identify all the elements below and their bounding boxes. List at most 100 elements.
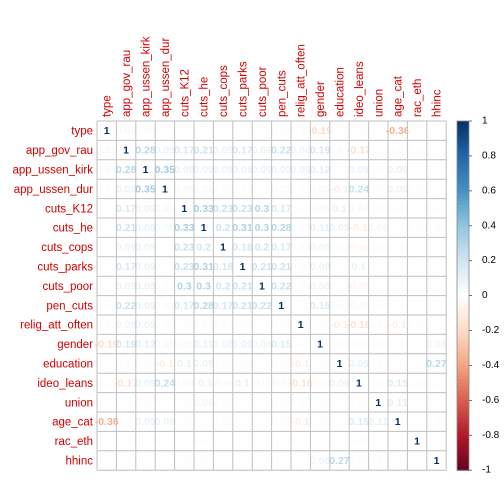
- cell-value: 0.02: [135, 397, 156, 409]
- cell-value: 0.02: [368, 203, 389, 215]
- cell-value: 0.09: [271, 164, 292, 176]
- cell-value: 0.03: [329, 145, 350, 157]
- cell-value: 0.02: [213, 416, 234, 428]
- row-label: education: [43, 359, 93, 371]
- cell-value: 1: [337, 358, 343, 370]
- cell-value: 0.17: [271, 242, 292, 254]
- colorbar-segment: [457, 320, 469, 325]
- colorbar-segment: [457, 365, 469, 370]
- colorbar-segment: [457, 190, 469, 195]
- column-label: rac_eth: [412, 79, 424, 117]
- colorbar-segment: [457, 138, 469, 143]
- colorbar-segment: [457, 281, 469, 286]
- cell-value: 0.09: [135, 261, 156, 273]
- colorbar-segment: [457, 316, 469, 321]
- cell-value: -0.1: [292, 416, 310, 428]
- colorbar-segment: [457, 152, 469, 157]
- cell-value: 0.05: [155, 203, 176, 215]
- cell-value: 0.01: [407, 261, 428, 273]
- cell-value: 0.01: [252, 125, 273, 137]
- cell-value: 0.21: [193, 145, 214, 157]
- colorbar-tick-label: -0.4: [482, 360, 500, 371]
- cell-value: 0.02: [349, 397, 370, 409]
- cell-value: 0.02: [387, 339, 408, 351]
- cell-value: 0.05: [193, 183, 214, 195]
- cell-value: 0.33: [174, 222, 195, 234]
- cell-value: 0.02: [329, 261, 350, 273]
- cell-value: -0.01: [366, 125, 390, 137]
- cell-value: 0.15: [310, 300, 331, 312]
- cell-value: 0.09: [116, 280, 137, 292]
- cell-value: 0.09: [329, 222, 350, 234]
- colorbar-segment: [457, 169, 469, 174]
- colorbar-segment: [457, 431, 469, 436]
- colorbar-segment: [457, 466, 469, 471]
- cell-value: 0.17: [116, 203, 137, 215]
- row-label: ideo_leans: [37, 378, 93, 390]
- cell-value: 0.09: [387, 164, 408, 176]
- colorbar-segment: [457, 463, 469, 468]
- cell-value: -0.05: [269, 377, 293, 389]
- cell-value: 0.02: [387, 261, 408, 273]
- cell-value: 0.02: [310, 416, 331, 428]
- cell-value: 0.31: [232, 222, 253, 234]
- column-label: education: [335, 67, 347, 117]
- cell-value: 0.18: [213, 261, 234, 273]
- colorbar-segment: [457, 211, 469, 216]
- cell-value: 0.1: [235, 377, 250, 389]
- row-label: cuts_poor: [42, 281, 93, 293]
- cell-value: 0.01: [213, 125, 234, 137]
- cell-value: 0.01: [174, 125, 195, 137]
- row-label: hhinc: [66, 456, 94, 468]
- cell-value: 0.02: [368, 183, 389, 195]
- row-label: union: [65, 397, 93, 409]
- colorbar-segment: [457, 222, 469, 227]
- cell-value: 0.17: [271, 203, 292, 215]
- cell-value: 1: [298, 319, 304, 331]
- column-label: ideo_leans: [354, 61, 366, 117]
- cell-value: -0.16: [289, 377, 313, 389]
- cell-value: 0.1: [177, 358, 192, 370]
- cell-value: 0.02: [213, 397, 234, 409]
- colorbar-segment: [457, 264, 469, 269]
- cell-value: 0.09: [193, 358, 214, 370]
- cell-value: 0.03: [290, 222, 311, 234]
- row-label: age_cat: [52, 417, 94, 429]
- cell-value: 0.01: [407, 203, 428, 215]
- cell-value: 0.01: [368, 436, 389, 448]
- column-label: cuts_parks: [238, 61, 250, 117]
- cell-value: 0.15: [349, 416, 370, 428]
- cell-value: 0.09: [213, 164, 234, 176]
- cell-value: 0.09: [349, 358, 370, 370]
- cell-value: 0.02: [290, 261, 311, 273]
- colorbar-segment: [457, 218, 469, 223]
- cell-value: 0.01: [271, 436, 292, 448]
- column-label: cuts_cops: [218, 65, 230, 117]
- cell-value: -0.17: [347, 145, 371, 157]
- cell-value: 0.03: [193, 319, 214, 331]
- cell-value: 0.01: [290, 455, 311, 467]
- cell-value: 1: [162, 183, 168, 195]
- cell-value: -0.05: [250, 377, 274, 389]
- colorbar-segment: [457, 260, 469, 265]
- cell-value: 0.02: [96, 300, 117, 312]
- cell-value: 1: [123, 145, 129, 157]
- cell-value: 0.03: [329, 300, 350, 312]
- colorbar-segment: [457, 452, 469, 457]
- colorbar-segment: [457, 229, 469, 234]
- cell-value: 0.02: [232, 183, 253, 195]
- cell-value: 0.03: [116, 358, 137, 370]
- cell-value: 0.21: [271, 261, 292, 273]
- cell-value: 0.02: [213, 358, 234, 370]
- cell-value: 0.21: [232, 300, 253, 312]
- cell-value: 0.02: [368, 242, 389, 254]
- cell-value: 0.05: [96, 145, 117, 157]
- cell-value: 0.02: [96, 183, 117, 195]
- cell-value: 0.03: [271, 358, 292, 370]
- cell-value: 0.09: [193, 164, 214, 176]
- cell-value: 0.02: [387, 455, 408, 467]
- cell-value: 0.02: [426, 416, 447, 428]
- cell-value: -0.01: [95, 397, 119, 409]
- cell-value: 0.28: [135, 145, 156, 157]
- cell-value: 0.02: [290, 125, 311, 137]
